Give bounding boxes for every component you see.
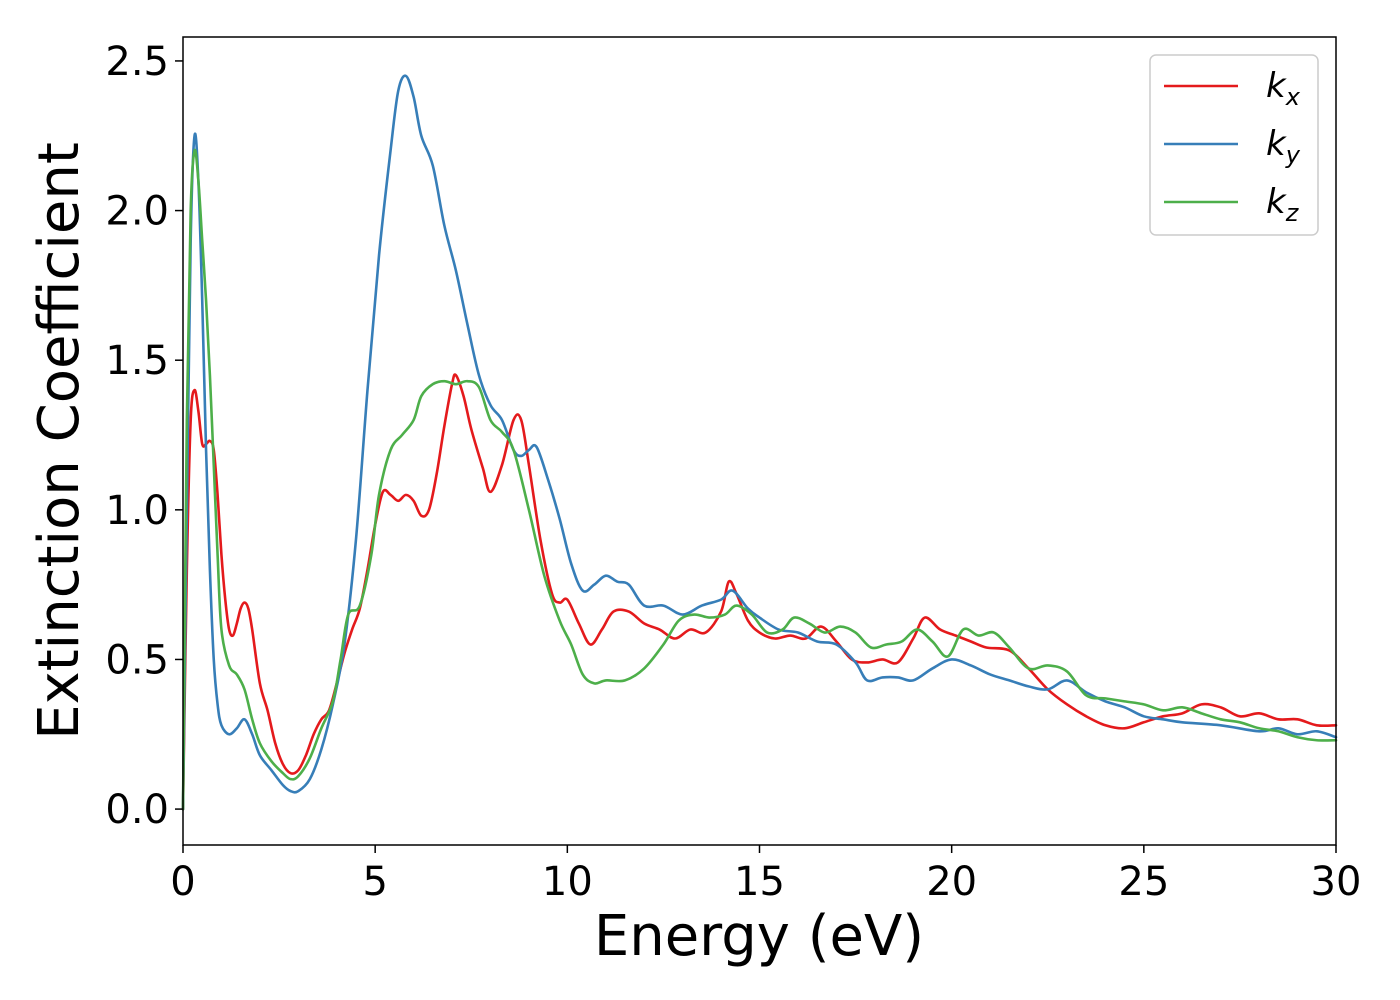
series-line-kx <box>181 373 1338 811</box>
legend-label-kx: kx <box>1266 66 1301 111</box>
legend-label-ky: ky <box>1266 124 1301 169</box>
y-tick-label: 1.0 <box>105 488 169 534</box>
y-tick-label: 1.5 <box>105 338 169 384</box>
series-line-ky <box>181 74 1338 811</box>
y-axis-title: Extinction Coefficient <box>27 142 92 740</box>
legend: kx ky kz <box>1149 54 1319 236</box>
y-tick-label: 2.5 <box>105 39 169 85</box>
x-tick-label: 20 <box>926 859 977 905</box>
plot-background <box>183 37 1336 845</box>
x-tick-label: 30 <box>1311 859 1362 905</box>
x-tick-label: 25 <box>1118 859 1169 905</box>
x-tick-label: 0 <box>170 859 195 905</box>
x-axis-title: Energy (eV) <box>594 904 924 969</box>
series-line-kz <box>181 148 1338 811</box>
x-tick-label: 10 <box>542 859 593 905</box>
legend-label-kz: kz <box>1266 182 1300 227</box>
series-layer <box>181 74 1338 811</box>
y-tick-label: 0.5 <box>105 637 169 683</box>
y-axis: 0.0 0.5 1.0 1.5 2.0 2.5 <box>105 39 183 833</box>
y-tick-label: 0.0 <box>105 787 169 833</box>
x-tick-label: 5 <box>362 859 387 905</box>
y-tick-label: 2.0 <box>105 189 169 235</box>
x-axis: 0 5 10 15 20 25 30 <box>170 845 1361 905</box>
x-tick-label: 15 <box>734 859 785 905</box>
